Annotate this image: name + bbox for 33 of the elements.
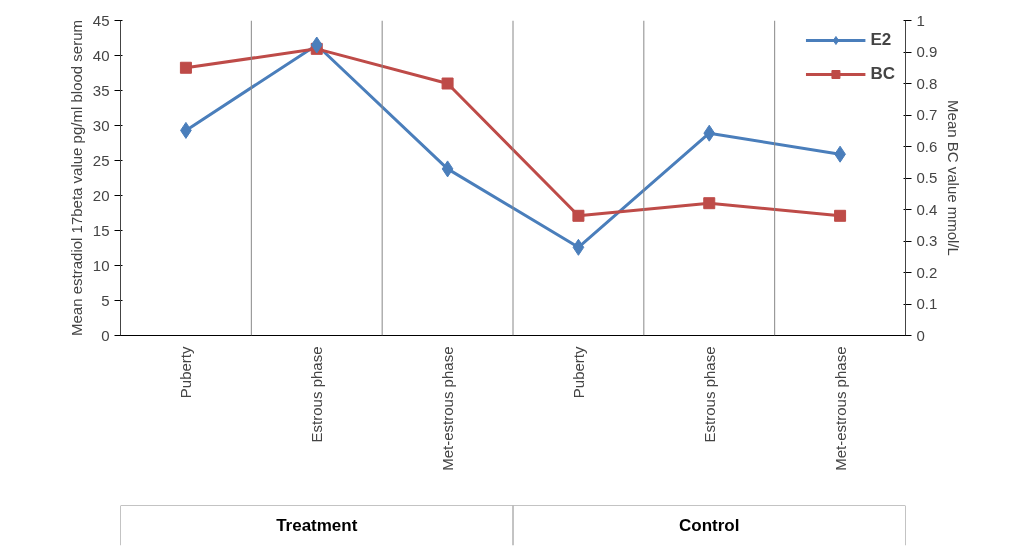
y-tick-label: 20 — [92, 186, 110, 204]
legend-label: BC — [870, 64, 895, 84]
y2-axis-title: Mean BC value mmol/L — [945, 100, 963, 256]
y2-tick-label: 0.8 — [916, 74, 938, 92]
y2-tick-label: 0.5 — [916, 169, 938, 186]
y-tick-label: 10 — [92, 256, 110, 274]
text: Treatment — [276, 516, 358, 535]
y2-tick-label: 1 — [916, 11, 925, 29]
x-tick-label: Met-estrous phase — [831, 346, 849, 471]
legend-label: E2 — [870, 30, 892, 50]
y2-tick-label: 0.9 — [916, 43, 938, 60]
y2-tick-label: 0.7 — [916, 106, 938, 123]
text: Control — [679, 516, 740, 535]
y2-tick-label: 0.2 — [916, 263, 938, 281]
y-tick-label: 40 — [92, 46, 110, 64]
y-axis-title: Mean estradiol 17beta value pg/ml blood serum — [67, 19, 85, 337]
y-tick-label: 25 — [92, 151, 110, 169]
x-tick-label: Estrous phase — [308, 346, 326, 443]
x-tick-label: Estrous phase — [700, 346, 718, 443]
y2-tick-label: 0.4 — [916, 200, 938, 218]
y-tick-label: 15 — [92, 221, 110, 239]
y2-tick-label: 0.3 — [916, 232, 938, 249]
x-tick-label: Met-estrous phase — [439, 346, 457, 471]
y-tick-label: 30 — [92, 116, 110, 134]
y-tick-label: 45 — [92, 11, 110, 29]
x-tick-label: Puberty — [177, 346, 195, 399]
y2-tick-label: 0 — [916, 326, 925, 344]
y2-tick-label: 0.1 — [916, 295, 938, 312]
x-tick-label: Puberty — [569, 346, 587, 399]
y2-tick-label: 0.6 — [916, 137, 938, 155]
y-tick-label: 0 — [101, 326, 110, 344]
y-tick-label: 35 — [92, 81, 110, 99]
y-tick-label: 5 — [101, 291, 110, 309]
